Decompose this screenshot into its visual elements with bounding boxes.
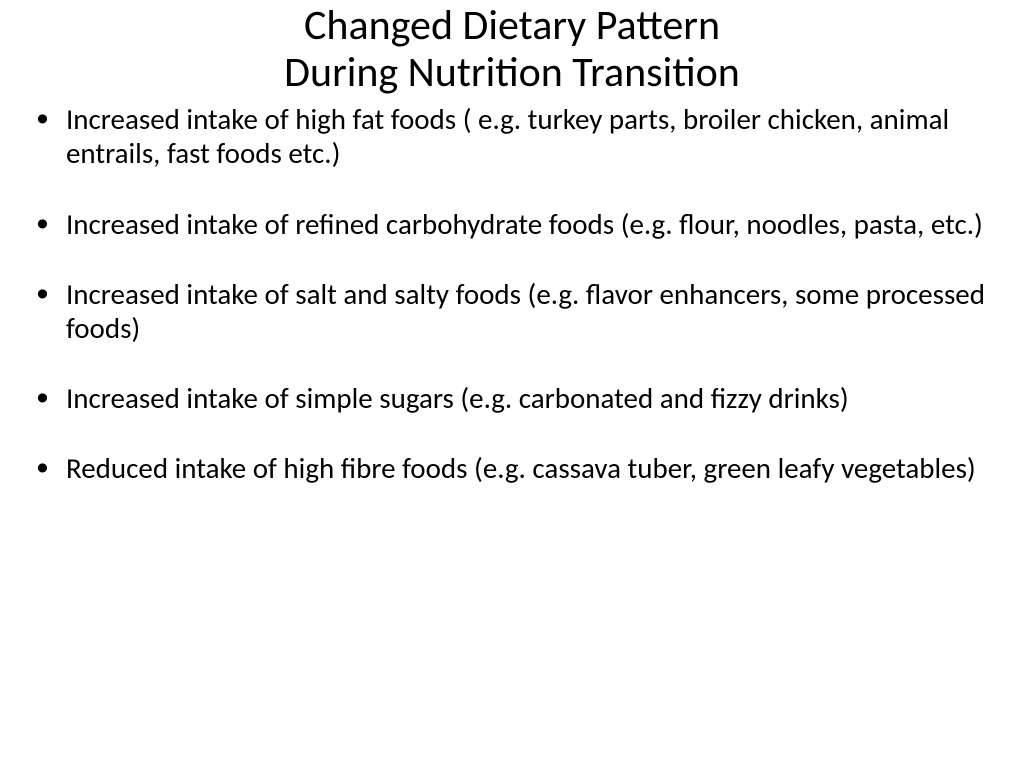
list-item: Increased intake of high fat foods ( e.g… (66, 102, 994, 170)
slide: Changed Dietary Pattern During Nutrition… (0, 0, 1024, 768)
bullet-list: Increased intake of high fat foods ( e.g… (20, 102, 1004, 486)
list-item: Increased intake of salt and salty foods… (66, 277, 994, 345)
title-line-2: During Nutrition Transition (284, 47, 740, 98)
slide-title: Changed Dietary Pattern During Nutrition… (20, 0, 1004, 96)
list-item: Increased intake of simple sugars (e.g. … (66, 381, 994, 415)
list-item: Increased intake of refined carbohydrate… (66, 207, 994, 241)
list-item: Reduced intake of high fibre foods (e.g.… (66, 451, 994, 485)
title-line-1: Changed Dietary Pattern (304, 0, 720, 51)
